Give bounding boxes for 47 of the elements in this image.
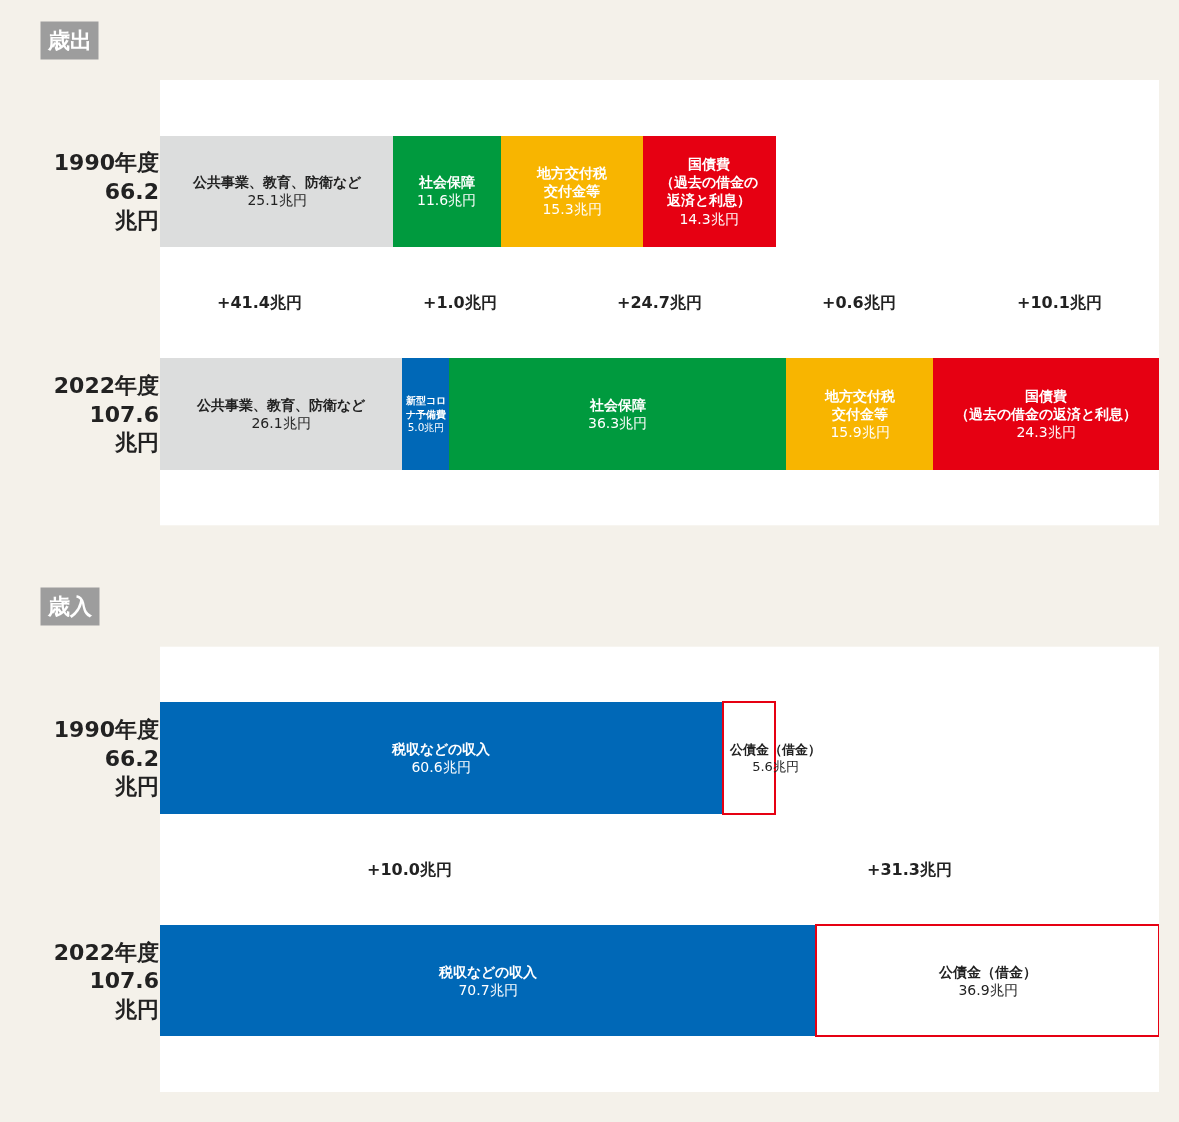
data-label: 24.3兆円 — [1016, 424, 1076, 441]
bar — [160, 702, 723, 814]
text: 国債費（過去の借金の返済と利息） — [955, 388, 1137, 423]
series-label: 社会保障 — [417, 174, 475, 190]
data-label: 14.3兆円 — [679, 210, 739, 227]
y-tick-label: 1990年度 66.2 兆円 — [53, 150, 159, 233]
chart-title: 歳出 — [47, 28, 92, 53]
chart-title: 歳入 — [47, 594, 93, 619]
data-label: 26.1兆円 — [251, 415, 311, 432]
data-label: 5.0兆円 — [407, 421, 445, 434]
annotation: +41.4兆円 — [217, 293, 302, 312]
data-label: 25.1兆円 — [247, 192, 307, 209]
y-tick-label: 2022年度 107.6 兆円 — [53, 939, 159, 1022]
data-label: 15.9兆円 — [830, 424, 890, 441]
series-label: 新型コロナ予備費 — [405, 394, 446, 420]
bar — [500, 135, 643, 247]
series-label: 公共事業、教育、防衛など — [192, 174, 362, 190]
bar — [160, 925, 817, 1037]
data-label: 36.3兆円 — [588, 415, 648, 432]
y-tick-label: 2022年度 107.6 兆円 — [53, 373, 159, 456]
text: 税収などの収入 — [439, 964, 537, 980]
text: 公共事業、教育、防衛など — [197, 397, 365, 413]
text: 社会保障 — [589, 397, 646, 413]
text: 公債金（借金） — [939, 964, 1037, 980]
annotation: +10.0兆円 — [367, 860, 452, 879]
bar — [393, 135, 501, 247]
annotation: +31.3兆円 — [867, 860, 952, 879]
bar — [160, 358, 403, 470]
bar — [933, 358, 1159, 470]
annotation: +1.0兆円 — [423, 293, 497, 312]
bar — [785, 358, 934, 470]
y-tick-label: 1990年度 66.2 兆円 — [53, 717, 159, 800]
bar — [160, 135, 394, 247]
text: 地方交付税交付金等 — [825, 388, 895, 423]
annotation: +0.6兆円 — [822, 293, 896, 312]
annotation: +10.1兆円 — [1017, 293, 1102, 312]
data-label: 11.6兆円 — [417, 192, 477, 209]
series-label: 税収などの収入 — [391, 741, 491, 757]
data-label: 36.9兆円 — [958, 982, 1018, 999]
series-label: 地方交付税交付金等 — [536, 165, 608, 200]
data-label: 70.7兆円 — [458, 982, 518, 999]
series-label: 公債金（借金） — [729, 742, 821, 757]
bar — [448, 358, 786, 470]
data-label: 15.3兆円 — [542, 201, 602, 218]
series-label: 国債費（過去の借金の返済と利息） — [660, 156, 758, 209]
data-label: 60.6兆円 — [411, 759, 471, 776]
annotation: +24.7兆円 — [617, 293, 702, 312]
